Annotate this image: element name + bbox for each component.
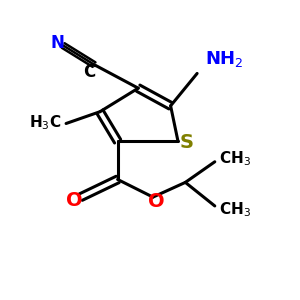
Text: O: O bbox=[66, 190, 82, 210]
Text: CH$_3$: CH$_3$ bbox=[219, 149, 251, 168]
Text: O: O bbox=[148, 192, 164, 211]
Text: S: S bbox=[180, 133, 194, 152]
Text: CH$_3$: CH$_3$ bbox=[219, 200, 251, 219]
Text: NH$_2$: NH$_2$ bbox=[206, 49, 244, 69]
Text: C: C bbox=[83, 63, 96, 81]
Text: H$_3$C: H$_3$C bbox=[29, 114, 62, 132]
Text: N: N bbox=[51, 34, 65, 52]
